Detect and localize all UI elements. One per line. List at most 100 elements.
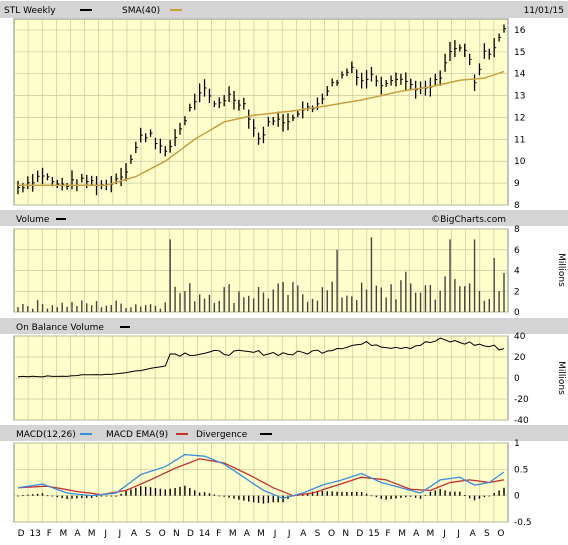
divergence-bar <box>90 495 93 498</box>
volume-bar <box>218 300 220 312</box>
volume-bar <box>130 307 132 312</box>
volume-bar <box>149 304 152 312</box>
volume-bar <box>213 302 216 312</box>
x-axis-label: M <box>257 529 265 539</box>
divergence-bar <box>194 490 196 496</box>
x-axis-label: M <box>60 529 68 539</box>
divergence-bar <box>120 493 122 496</box>
volume-bar <box>56 307 58 312</box>
volume-bar <box>336 249 338 312</box>
volume-bar <box>184 291 186 312</box>
volume-bar <box>233 303 235 312</box>
divergence-bar <box>238 495 240 500</box>
divergence-bar <box>223 495 225 497</box>
volume-bar <box>287 294 289 312</box>
divergence-bar <box>390 495 392 500</box>
divergence-bar <box>95 495 98 497</box>
divergence-bar <box>341 491 343 496</box>
divergence-bar <box>459 491 461 496</box>
volume-tick-label: 8 <box>514 225 520 235</box>
volume-bar <box>267 298 270 312</box>
x-axis-label: M <box>398 529 406 539</box>
divergence-bar <box>179 486 181 496</box>
x-axis-label: J <box>273 529 277 539</box>
volume-bar <box>385 297 387 312</box>
volume-bar <box>434 299 436 312</box>
x-axis-label: N <box>342 529 349 539</box>
price-tick-label: 14 <box>514 70 526 80</box>
volume-millions-label: Millions <box>556 253 566 287</box>
divergence-bar <box>277 495 279 503</box>
price-tick-label: 16 <box>514 26 526 36</box>
divergence-bar <box>41 493 44 496</box>
volume-bar <box>169 239 171 312</box>
divergence-bar <box>184 485 186 496</box>
divergence-bar <box>228 495 230 498</box>
obv-header-bar <box>0 318 568 334</box>
divergence-bar <box>429 491 432 496</box>
x-axis-label: 15 <box>368 529 379 539</box>
divergence-bar <box>189 488 191 496</box>
divergence-bar <box>395 495 397 499</box>
volume-bar <box>95 301 98 312</box>
volume-bar <box>125 308 127 312</box>
x-axis-label: F <box>47 529 52 539</box>
symbol-label: STL Weekly <box>4 6 56 16</box>
divergence-bar <box>100 495 103 497</box>
divergence-bar <box>27 494 29 496</box>
divergence-bar <box>351 491 353 496</box>
divergence-bar <box>169 488 171 496</box>
volume-bar <box>164 302 166 312</box>
volume-bar <box>365 289 368 312</box>
volume-bar <box>120 303 122 312</box>
volume-bar <box>321 287 324 312</box>
x-axis-label: J <box>442 529 446 539</box>
divergence-bar <box>272 495 274 503</box>
volume-bar <box>370 237 373 312</box>
x-axis-label: S <box>484 529 490 539</box>
divergence-bar <box>154 487 157 496</box>
macd-tick-label: 0.5 <box>514 465 528 475</box>
x-axis-label: A <box>300 529 307 539</box>
x-axis-label: D <box>18 529 25 539</box>
x-axis-label: J <box>118 529 122 539</box>
volume-bar <box>419 292 422 312</box>
volume-bar <box>503 273 505 312</box>
divergence-bar <box>503 487 505 496</box>
volume-bar <box>282 282 284 312</box>
macd-tick-label: 1 <box>514 439 520 449</box>
price-tick-label: 15 <box>514 48 525 58</box>
divergence-bar <box>444 490 446 496</box>
divergence-bar <box>17 495 19 497</box>
x-axis-label: M <box>229 529 237 539</box>
x-axis-label: A <box>244 529 251 539</box>
volume-bar <box>41 304 44 312</box>
x-axis-label: F <box>216 529 221 539</box>
volume-bar <box>302 294 304 312</box>
volume-bar <box>66 306 68 312</box>
sma-line <box>18 70 505 187</box>
volume-bar <box>208 294 211 312</box>
divergence-bar <box>61 495 63 499</box>
divergence-bar <box>198 492 201 496</box>
volume-bar <box>488 299 490 312</box>
x-axis-label: S <box>315 529 321 539</box>
volume-bar <box>380 287 382 312</box>
x-axis-label: F <box>385 529 390 539</box>
divergence-bar <box>248 495 250 502</box>
divergence-bar <box>370 495 373 497</box>
volume-bar <box>262 292 265 312</box>
x-axis-label: 14 <box>199 529 211 539</box>
obv-millions-label: Millions <box>556 361 566 395</box>
volume-bar <box>297 285 299 312</box>
divergence-bar <box>267 495 270 503</box>
x-axis-label: O <box>328 529 335 539</box>
volume-bar <box>248 295 250 312</box>
volume-bar <box>86 303 88 312</box>
divergence-bar <box>51 495 54 497</box>
price-tick-label: 9 <box>514 179 520 189</box>
divergence-bar <box>71 495 73 499</box>
divergence-bar <box>76 495 78 499</box>
divergence-bar <box>257 495 260 503</box>
